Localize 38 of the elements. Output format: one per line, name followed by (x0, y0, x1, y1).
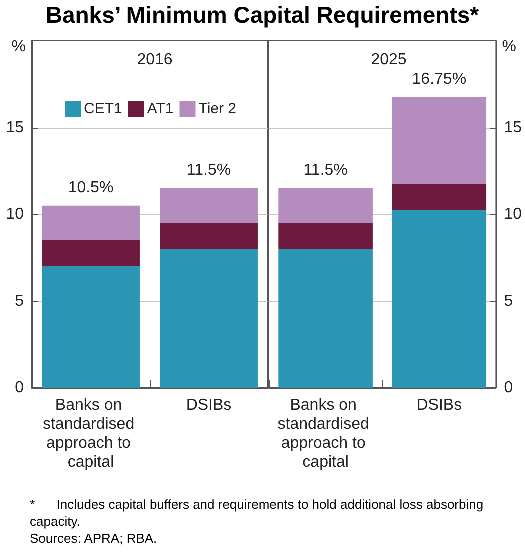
y2-tick-label: 15 (504, 119, 522, 136)
legend-label: CET1 (84, 100, 122, 118)
bar (42, 206, 140, 241)
x-tick-label: DSIBs (186, 397, 232, 414)
chart-title: Banks’ Minimum Capital Requirements* (44, 2, 480, 29)
bar (392, 184, 487, 210)
bar (278, 249, 373, 388)
bar (392, 210, 487, 388)
bar (160, 223, 258, 250)
x-tick-label: Banks on standardised approach to capital (42, 397, 140, 471)
y2-tick-label: 5 (504, 292, 514, 310)
bar (278, 223, 373, 250)
y2-tick-label: 10 (504, 206, 522, 223)
y2-axis-title: % (502, 38, 516, 56)
total-label: 10.5% (68, 179, 114, 196)
text: * Includes capital buffers and requirements to hold additional loss absorbing capacity. (30, 496, 485, 530)
bar (278, 188, 373, 224)
total-label: 16.75% (412, 70, 467, 88)
bar (392, 97, 487, 184)
legend-label: Tier 2 (198, 100, 237, 118)
y-tick-label: 0 (15, 380, 24, 396)
bar (42, 240, 140, 267)
y-axis-title: % (12, 38, 26, 56)
total-label: 11.5% (304, 162, 348, 179)
bar (42, 266, 140, 388)
text: 2016 (137, 52, 173, 68)
source-note: Sources: APRA; RBA. (30, 530, 158, 547)
x-tick-label: DSIBs (416, 397, 462, 414)
y-tick-label: 10 (6, 206, 24, 223)
y-tick-label: 15 (6, 119, 24, 136)
y2-tick-label: 0 (504, 380, 514, 396)
legend-label: AT1 (147, 100, 174, 118)
x-tick-label: Banks on standardised approach to capital (278, 397, 374, 471)
y-tick-label: 5 (15, 292, 24, 310)
bar (160, 188, 258, 224)
total-label: 11.5% (186, 162, 232, 179)
text: 2025 (371, 52, 407, 68)
bar (160, 249, 258, 388)
